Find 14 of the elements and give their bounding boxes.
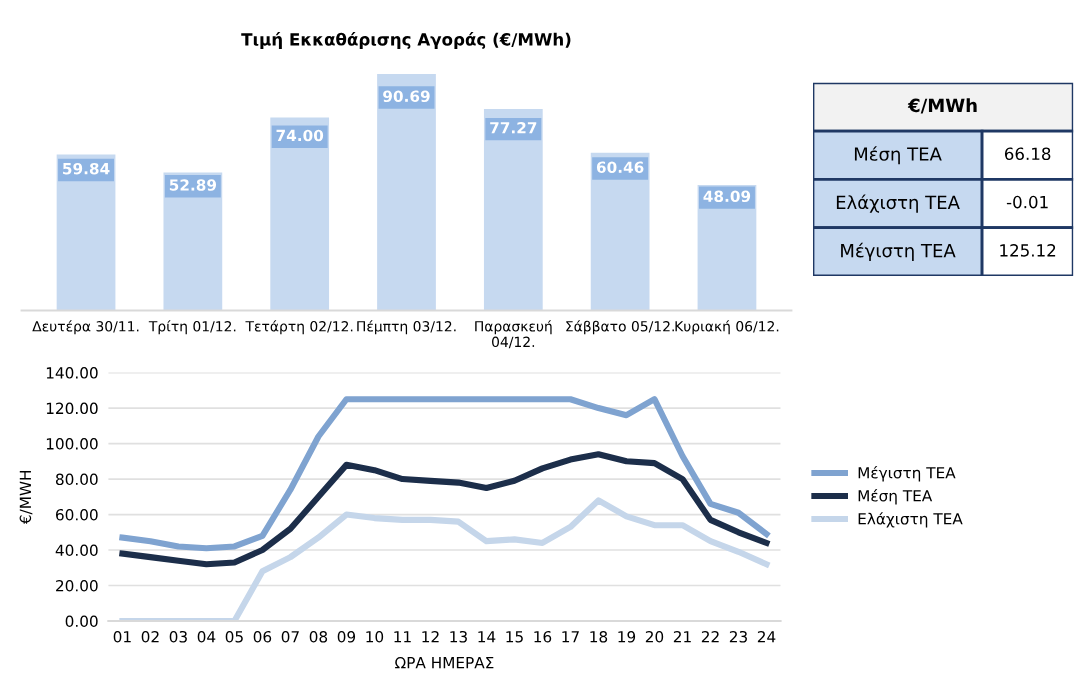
bar xyxy=(483,108,543,311)
text: €/MWh xyxy=(907,98,977,114)
line-series xyxy=(119,497,770,621)
chart-title: Τιμή Εκκαθάρισης Αγοράς (€/MWh) xyxy=(241,32,571,49)
text: 125.12 xyxy=(1000,244,1056,257)
line-series xyxy=(119,451,770,568)
bar xyxy=(270,117,330,311)
text: Ελάχιστη ΤΕΑ xyxy=(836,194,960,213)
text: 66.18 xyxy=(1004,147,1051,161)
text: -0.01 xyxy=(1006,195,1048,209)
line-series xyxy=(119,396,770,552)
text: Μέγιστη ΤΕΑ xyxy=(841,242,956,261)
text: Μέση ΤΕΑ xyxy=(854,146,942,165)
bar xyxy=(377,73,436,311)
